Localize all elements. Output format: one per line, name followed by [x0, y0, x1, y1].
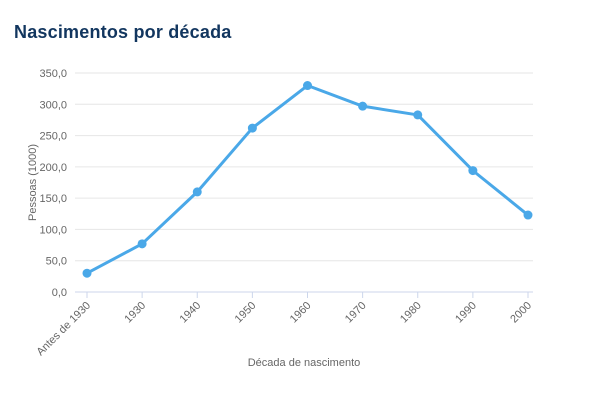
data-point[interactable] — [358, 101, 368, 111]
y-axis-tick-label: 200,0 — [39, 162, 67, 174]
x-axis-tick-label: 1980 — [398, 300, 424, 326]
x-axis-tick-label: 1970 — [343, 300, 369, 326]
x-axis-tick-label: 1940 — [178, 300, 204, 326]
data-line — [85, 84, 530, 275]
x-axis-tick-label: 1960 — [288, 300, 314, 326]
x-axis-tick-label: 1990 — [453, 300, 479, 326]
data-point[interactable] — [303, 81, 312, 91]
x-axis-tick-label: Antes de 1930 — [34, 300, 93, 359]
y-axis-tick-label: 350,0 — [39, 68, 67, 80]
data-point[interactable] — [468, 166, 478, 176]
x-axis-tick-label: 1930 — [122, 300, 148, 326]
data-point[interactable] — [137, 239, 147, 249]
chart-title: Nascimentos por década — [14, 22, 232, 42]
y-axis-tick-label: 50,0 — [46, 256, 67, 268]
data-point[interactable] — [82, 268, 92, 278]
data-point[interactable] — [413, 110, 423, 120]
data-point[interactable] — [192, 187, 202, 197]
y-axis-tick-label: 300,0 — [39, 99, 67, 111]
y-axis-tick-label: 150,0 — [39, 193, 67, 205]
x-axis-tick-label: 2000 — [508, 300, 534, 326]
x-axis-title: Década de nascimento — [248, 357, 361, 369]
y-axis-tick-label: 250,0 — [39, 131, 67, 143]
y-axis-title: Pessoas (1000) — [27, 144, 39, 221]
x-axis-tick-label: 1950 — [233, 300, 259, 326]
data-point[interactable] — [523, 210, 533, 220]
y-axis-tick-label: 0,0 — [52, 287, 67, 299]
y-axis-tick-label: 100,0 — [39, 224, 67, 236]
data-point[interactable] — [247, 123, 257, 133]
